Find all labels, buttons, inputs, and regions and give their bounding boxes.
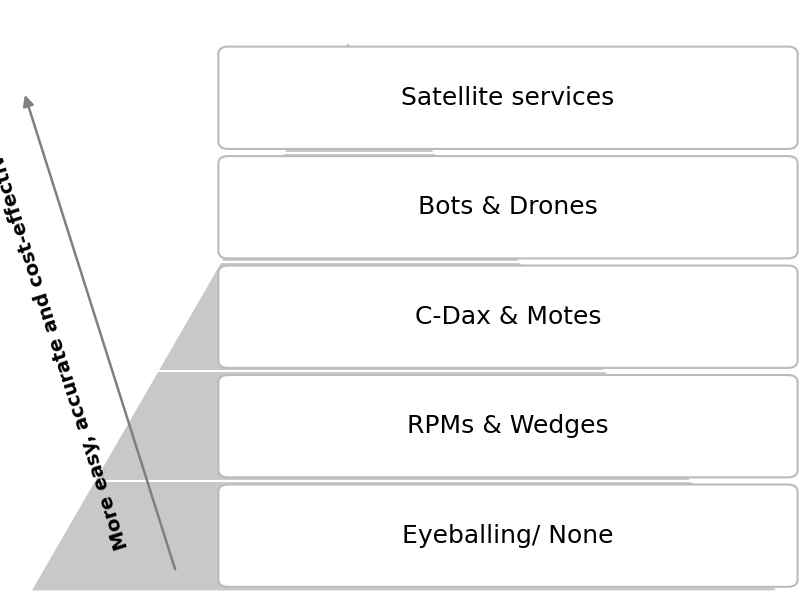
FancyBboxPatch shape [218, 266, 798, 368]
Polygon shape [32, 43, 776, 590]
Text: Bots & Drones: Bots & Drones [418, 195, 598, 220]
FancyBboxPatch shape [218, 156, 798, 258]
Text: Eyeballing/ None: Eyeballing/ None [402, 523, 614, 548]
FancyBboxPatch shape [218, 47, 798, 149]
Text: RPMs & Wedges: RPMs & Wedges [407, 414, 609, 438]
FancyBboxPatch shape [218, 375, 798, 477]
Text: Satellite services: Satellite services [402, 85, 614, 110]
FancyBboxPatch shape [218, 485, 798, 587]
Text: More easy, accurate and cost-effective: More easy, accurate and cost-effective [0, 139, 132, 552]
Text: C-Dax & Motes: C-Dax & Motes [414, 304, 602, 329]
